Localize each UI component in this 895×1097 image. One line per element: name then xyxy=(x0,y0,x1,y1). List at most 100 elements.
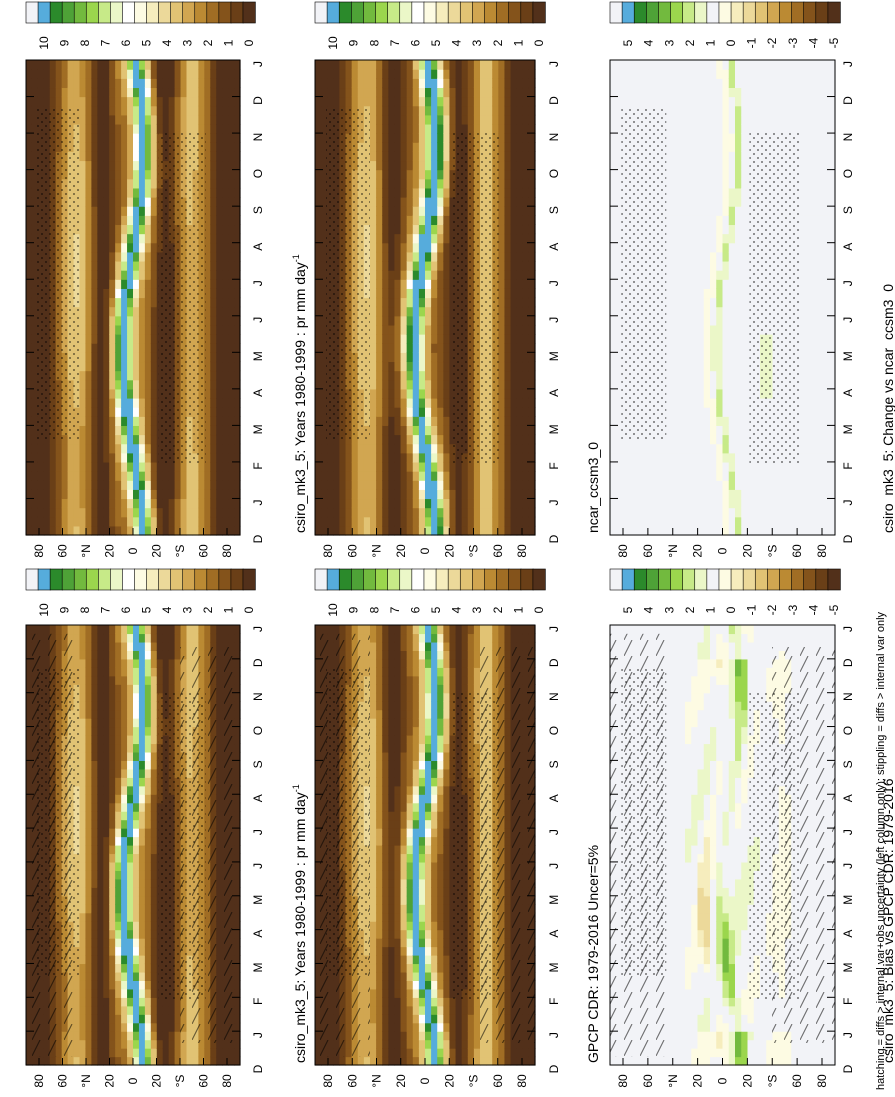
heatmap-cell xyxy=(109,828,116,838)
heatmap-cell xyxy=(168,641,176,651)
heatmap-cell xyxy=(425,836,432,846)
heatmap-cell xyxy=(510,1056,518,1066)
heatmap-cell xyxy=(333,625,341,635)
heatmap-cell xyxy=(174,1048,182,1058)
heatmap-cell xyxy=(437,853,444,863)
heatmap-cell xyxy=(710,1022,717,1032)
heatmap-cell xyxy=(716,946,724,956)
heatmap-cell xyxy=(666,760,674,770)
heatmap-cell xyxy=(121,650,128,660)
heatmap-cell xyxy=(370,633,377,643)
heatmap-cell xyxy=(109,1031,116,1041)
heatmap-cell xyxy=(376,633,383,643)
heatmap-cell xyxy=(443,760,451,770)
heatmap-cell xyxy=(425,861,432,871)
heatmap-cell xyxy=(394,751,402,761)
heatmap-cell xyxy=(406,845,414,855)
heatmap-cell xyxy=(109,1039,116,1049)
heatmap-cell xyxy=(685,988,692,998)
heatmap-cell xyxy=(228,633,235,643)
heatmap-cell xyxy=(516,1039,524,1049)
heatmap-cell xyxy=(103,641,110,651)
heatmap-cell xyxy=(672,1022,680,1032)
heatmap-cell xyxy=(138,845,146,855)
heatmap-cell xyxy=(628,625,636,635)
heatmap-cell xyxy=(394,955,402,965)
heatmap-cell xyxy=(400,929,408,939)
heatmap-cell xyxy=(716,1031,724,1041)
heatmap-cell xyxy=(728,988,736,998)
heatmap-cell xyxy=(133,751,140,761)
heatmap-cell xyxy=(180,1039,188,1049)
heatmap-cell xyxy=(109,971,116,981)
heatmap-cell xyxy=(455,675,463,685)
heatmap-cell xyxy=(418,878,426,888)
heatmap-cell xyxy=(728,878,736,888)
heatmap-cell xyxy=(728,904,736,914)
heatmap-cell xyxy=(133,760,140,770)
heatmap-cell xyxy=(418,912,426,922)
heatmap-cell xyxy=(703,938,711,948)
heatmap-cell xyxy=(150,997,158,1007)
heatmap-cell xyxy=(697,794,705,804)
heatmap-cell xyxy=(376,912,383,922)
heatmap-cell xyxy=(400,768,408,778)
heatmap-cell xyxy=(710,1014,717,1024)
heatmap-cell xyxy=(115,794,122,804)
heatmap-cell xyxy=(722,701,730,711)
heatmap-cell xyxy=(26,625,33,635)
heatmap-cell xyxy=(79,929,87,939)
heatmap-cell xyxy=(370,802,377,812)
heatmap-cell xyxy=(406,988,414,998)
heatmap-cell xyxy=(121,768,128,778)
heatmap-cell xyxy=(388,878,396,888)
heatmap-cell xyxy=(370,701,377,711)
heatmap-cell xyxy=(85,988,92,998)
heatmap-cell xyxy=(412,853,420,863)
heatmap-cell xyxy=(150,988,158,998)
heatmap-cell xyxy=(431,1014,438,1024)
heatmap-cell xyxy=(174,1039,182,1049)
heatmap-cell xyxy=(121,658,128,668)
heatmap-cell xyxy=(370,811,377,821)
heatmap-cell xyxy=(678,650,686,660)
heatmap-cell xyxy=(400,802,408,812)
heatmap-cell xyxy=(691,904,699,914)
heatmap-cell xyxy=(162,997,170,1007)
heatmap-cell xyxy=(660,1056,667,1066)
heatmap-cell xyxy=(672,709,680,719)
heatmap-cell xyxy=(412,870,420,880)
heatmap-cell xyxy=(192,1056,199,1066)
heatmap-cell xyxy=(666,819,674,829)
heatmap-cell xyxy=(115,980,122,990)
heatmap-cell xyxy=(150,811,158,821)
heatmap-cell xyxy=(467,1014,475,1024)
heatmap-cell xyxy=(103,887,110,897)
heatmap-cell xyxy=(443,963,451,973)
heatmap-cell xyxy=(156,1048,164,1058)
heatmap-cell xyxy=(234,625,241,635)
heatmap-cell xyxy=(406,870,414,880)
stippling-overlay xyxy=(326,669,370,977)
heatmap-cell xyxy=(144,887,152,897)
heatmap-cell xyxy=(133,802,140,812)
heatmap-cell xyxy=(437,861,444,871)
heatmap-cell xyxy=(722,845,730,855)
heatmap-cell xyxy=(115,1014,122,1024)
heatmap-cell xyxy=(678,971,686,981)
heatmap-cell xyxy=(716,726,724,736)
heatmap-cell xyxy=(678,836,686,846)
heatmap-cell xyxy=(121,971,128,981)
heatmap-cell xyxy=(150,929,158,939)
heatmap-cell xyxy=(510,641,518,651)
heatmap-cell xyxy=(691,946,699,956)
heatmap-cell xyxy=(222,625,229,635)
month-tick-label: A xyxy=(251,930,265,938)
heatmap-cell xyxy=(133,777,140,787)
heatmap-cell xyxy=(138,1005,146,1015)
colorbar-swatch xyxy=(206,568,220,591)
heatmap-cell xyxy=(103,726,110,736)
heatmap-cell xyxy=(115,760,122,770)
heatmap-cell xyxy=(697,1048,705,1058)
heatmap-cell xyxy=(144,1048,152,1058)
